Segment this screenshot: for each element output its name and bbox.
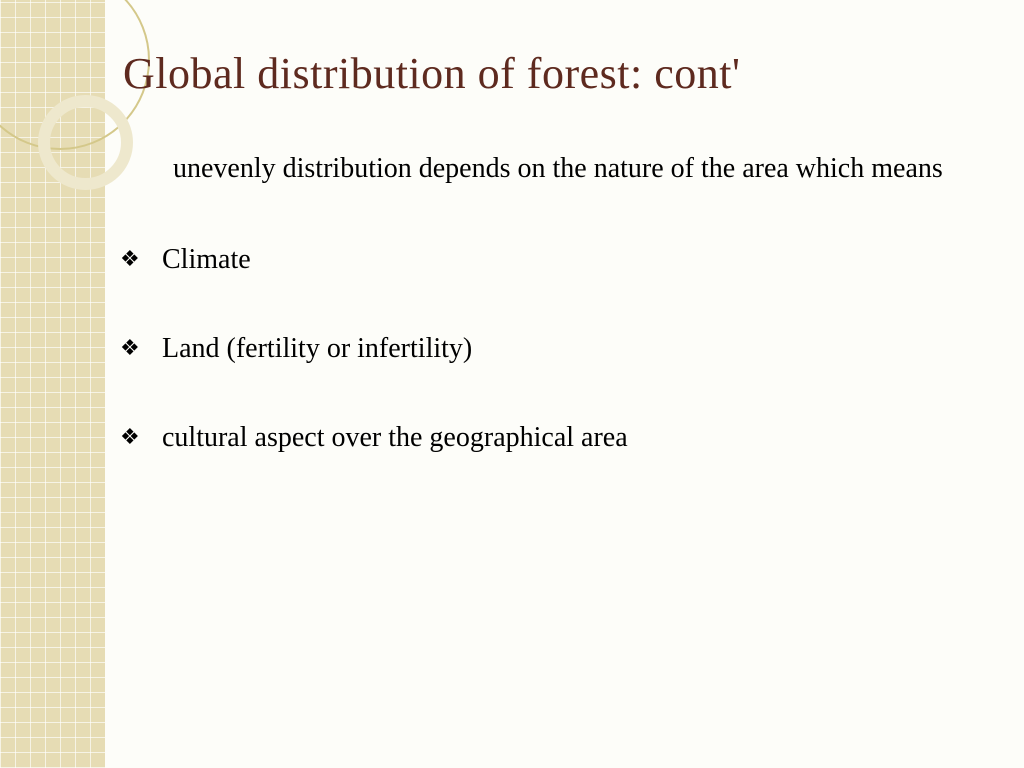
intro-text-content: unevenly distribution depends on the nat… — [173, 153, 943, 184]
bullet-text: Land (fertility or infertility) — [162, 333, 472, 364]
diamond-bullet-icon: ❖ — [120, 244, 140, 275]
list-item: ❖ Climate — [120, 240, 1004, 279]
slide-title: Global distribution of forest: cont' — [123, 48, 1004, 99]
bullet-list: ❖ Climate ❖ Land (fertility or infertili… — [120, 240, 1004, 458]
slide-content: Global distribution of forest: cont' une… — [115, 0, 1004, 507]
bullet-text: Climate — [162, 244, 251, 275]
intro-text: unevenly distribution depends on the nat… — [115, 149, 1004, 190]
diamond-bullet-icon: ❖ — [120, 333, 140, 364]
bullet-text: cultural aspect over the geographical ar… — [162, 422, 628, 453]
list-item: ❖ cultural aspect over the geographical … — [120, 418, 1004, 457]
diamond-bullet-icon: ❖ — [120, 422, 140, 453]
list-item: ❖ Land (fertility or infertility) — [120, 329, 1004, 368]
